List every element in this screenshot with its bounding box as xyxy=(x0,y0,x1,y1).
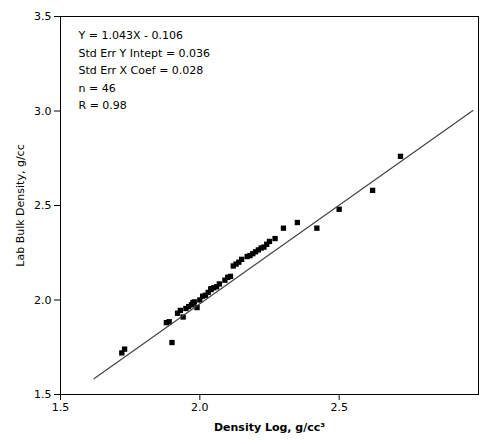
svg-text:Lab Bulk Density, g/cc: Lab Bulk Density, g/cc xyxy=(14,144,27,266)
svg-text:2.5: 2.5 xyxy=(34,199,52,212)
svg-text:3.5: 3.5 xyxy=(34,10,52,23)
svg-text:2.0: 2.0 xyxy=(191,401,209,414)
svg-text:3.0: 3.0 xyxy=(34,105,52,118)
svg-text:Density Log, g/cc³: Density Log, g/cc³ xyxy=(214,421,325,434)
svg-text:1.5: 1.5 xyxy=(52,401,70,414)
svg-text:2.0: 2.0 xyxy=(34,294,52,307)
svg-text:Y = 1.043X - 0.106Std Err Y In: Y = 1.043X - 0.106Std Err Y Intept = 0.0… xyxy=(78,29,211,112)
svg-text:1.5: 1.5 xyxy=(34,388,52,401)
svg-text:2.5: 2.5 xyxy=(330,401,348,414)
